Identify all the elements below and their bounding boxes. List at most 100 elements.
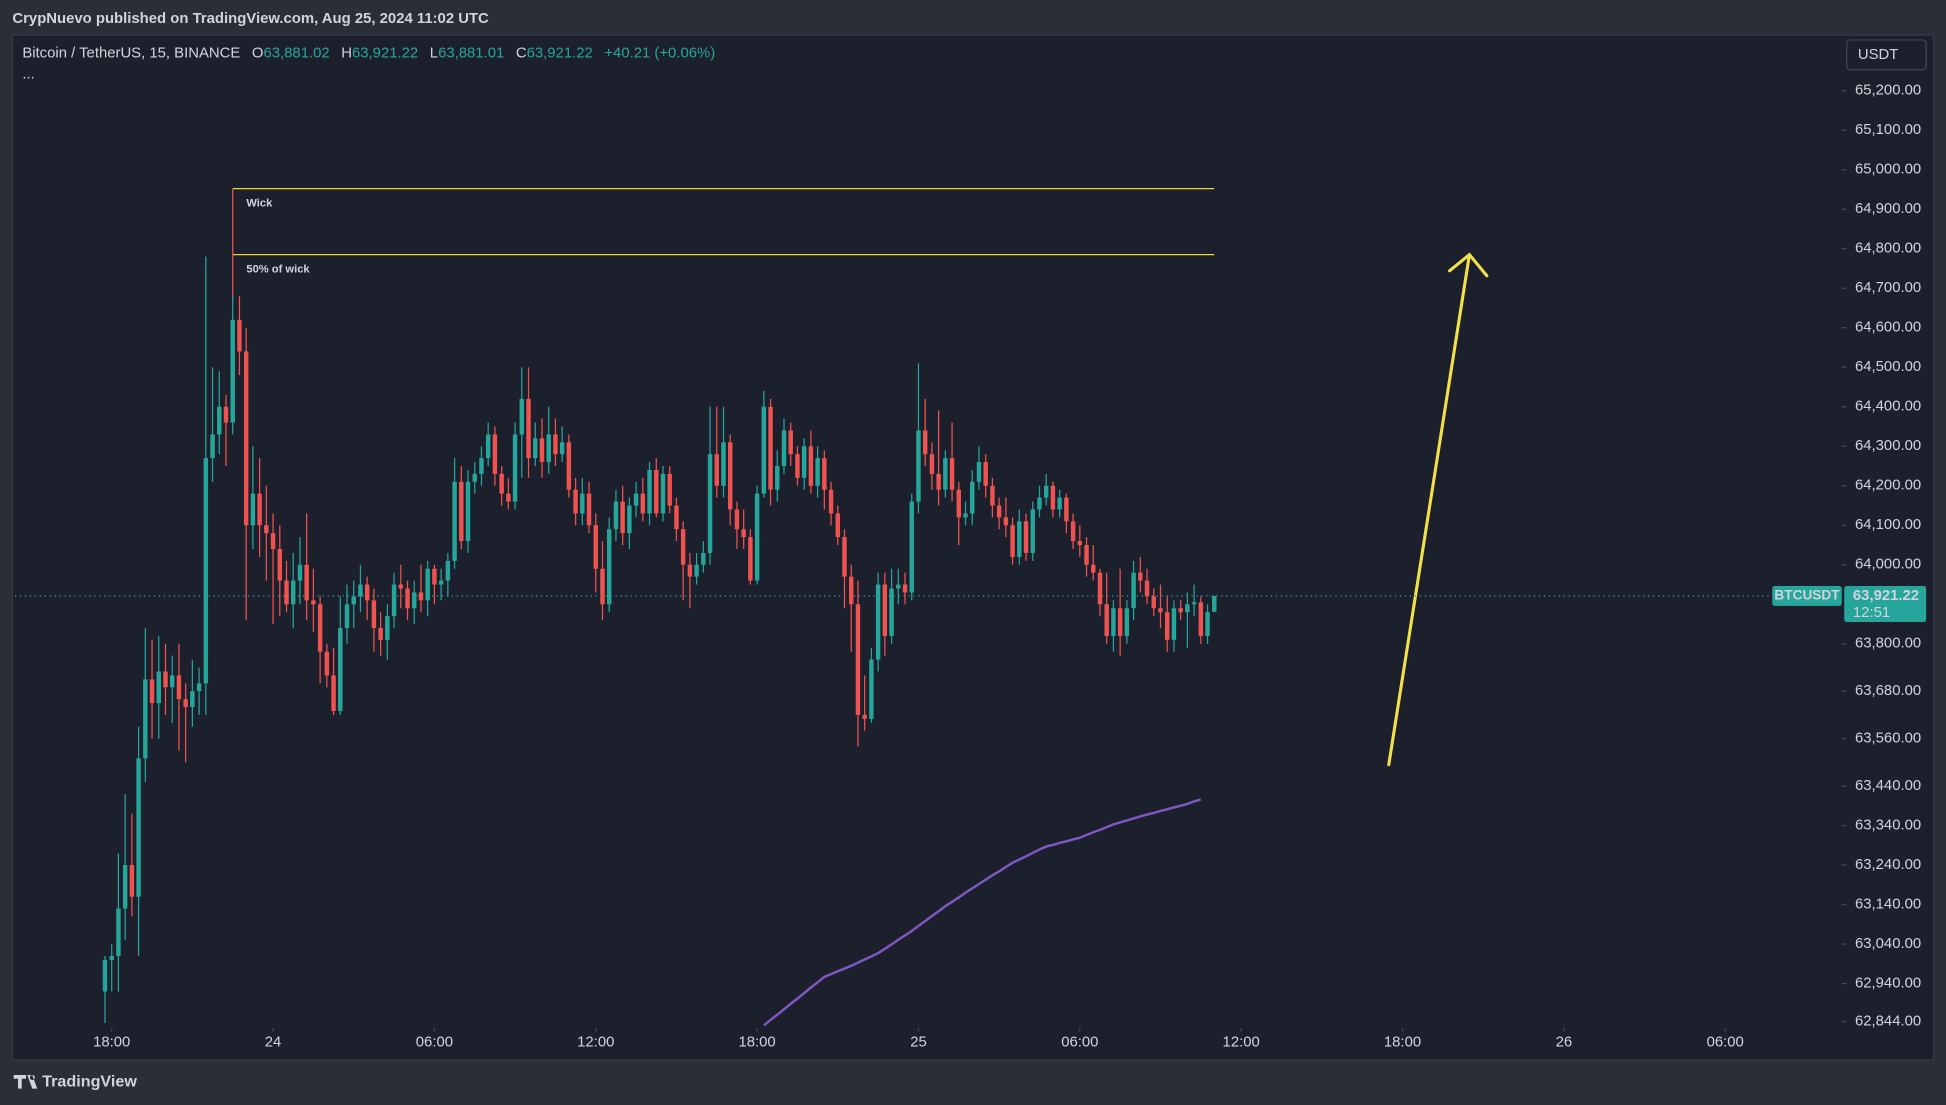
candle-body — [190, 691, 195, 708]
candle-body — [116, 908, 121, 956]
candle-body — [801, 446, 807, 478]
candle-body — [674, 505, 679, 530]
candle-body — [136, 758, 141, 897]
y-tick-label: 63,240.00 — [1855, 857, 1921, 873]
candle-body — [149, 679, 155, 704]
brand-logo — [13, 1074, 38, 1089]
legend-value: 63,881.02 — [263, 46, 329, 62]
currency-label[interactable]: USDT — [1858, 47, 1899, 63]
candle-body — [109, 955, 114, 960]
y-tick-label: 64,100.00 — [1855, 517, 1921, 533]
x-tick-label: 24 — [265, 1035, 282, 1051]
candle-body — [929, 454, 935, 474]
x-tick-label: 18:00 — [738, 1035, 775, 1051]
candle-body — [129, 865, 135, 897]
candle-body — [1198, 602, 1204, 636]
candle-body — [317, 604, 323, 652]
candle-body — [378, 628, 383, 640]
x-tick-label: 06:00 — [1707, 1035, 1744, 1051]
candle-body — [1158, 608, 1163, 613]
candle-body — [1043, 485, 1049, 498]
currency-button[interactable] — [1846, 39, 1927, 71]
legend-key: L — [430, 46, 438, 62]
candle-body — [949, 458, 955, 490]
candle-body — [896, 584, 901, 589]
legend-more[interactable]: ... — [22, 67, 34, 83]
candle-body — [304, 564, 309, 601]
candle-body — [371, 600, 377, 629]
candle-body — [727, 442, 733, 510]
candle-body — [889, 588, 894, 636]
candle-body — [176, 675, 182, 700]
candle-body — [566, 442, 572, 490]
candle-body — [1144, 580, 1150, 597]
candle-body — [358, 584, 363, 597]
annotation-label: 50% of wick — [246, 263, 310, 275]
symbol-tag: BTCUSDT — [1774, 588, 1840, 603]
candle-body — [432, 568, 437, 585]
candle-body — [412, 592, 417, 609]
candle-body — [909, 501, 914, 593]
y-tick-label: 63,800.00 — [1855, 636, 1921, 652]
candle-body — [748, 537, 753, 581]
candle-body — [768, 406, 773, 490]
candle-body — [418, 592, 424, 601]
candle-body — [1064, 497, 1069, 522]
brand-name: TradingView — [42, 1073, 137, 1091]
candle-body — [640, 493, 646, 514]
symbol-legend: Bitcoin / TetherUS, 15, BINANCE O63,881.… — [22, 46, 715, 62]
arrow-drawing — [1387, 252, 1489, 767]
x-tick-label: 06:00 — [1061, 1035, 1098, 1051]
candle-body — [559, 442, 565, 455]
candle-body — [687, 564, 693, 577]
candle-body — [156, 671, 161, 704]
price-tag: 63,921.22 — [1853, 588, 1919, 604]
candle-body — [163, 671, 168, 688]
y-tick-label: 63,140.00 — [1855, 897, 1921, 913]
x-tick-label: 06:00 — [416, 1035, 453, 1051]
candle-body — [936, 473, 941, 490]
y-tick-label: 63,680.00 — [1855, 683, 1921, 699]
candle-body — [405, 588, 410, 609]
candle-body — [1104, 604, 1109, 636]
y-tick-label: 64,700.00 — [1855, 280, 1921, 296]
candle-body — [485, 434, 491, 459]
candle-body — [445, 560, 451, 581]
countdown: 12:51 — [1853, 605, 1890, 621]
y-tick-label: 63,440.00 — [1855, 778, 1921, 794]
y-tick-label: 64,000.00 — [1855, 557, 1921, 573]
candle-body — [1124, 608, 1130, 636]
candle-body — [1205, 612, 1210, 636]
candle-body — [707, 454, 713, 553]
candle-body — [230, 319, 235, 423]
candle-body — [1037, 497, 1042, 510]
candle-body — [849, 576, 854, 605]
candle-body — [862, 714, 867, 719]
y-tick-label: 64,600.00 — [1855, 320, 1921, 336]
candle-body — [237, 319, 242, 352]
candle-body — [492, 434, 498, 474]
price-tag-box — [1844, 585, 1927, 622]
candle-body — [1097, 572, 1103, 605]
candle-body — [1057, 497, 1062, 510]
candle-body — [976, 462, 982, 482]
candle-body — [922, 430, 928, 455]
candle-body — [183, 699, 188, 708]
y-tick-label: 64,500.00 — [1855, 359, 1921, 375]
candle-body — [1185, 604, 1190, 613]
candle-body — [996, 505, 1002, 518]
candle-body — [1017, 521, 1022, 557]
candle-body — [761, 406, 767, 494]
candle-body — [983, 462, 988, 486]
candle-body — [882, 584, 888, 636]
x-tick-label: 26 — [1556, 1035, 1573, 1051]
candle-body — [391, 584, 397, 617]
candle-body — [694, 564, 699, 577]
candle-body — [1131, 572, 1136, 609]
candle-body — [257, 493, 262, 526]
candle-body — [869, 659, 874, 719]
candle-body — [122, 865, 128, 909]
candle-body — [1164, 612, 1170, 640]
moving-average-line — [763, 798, 1202, 1027]
